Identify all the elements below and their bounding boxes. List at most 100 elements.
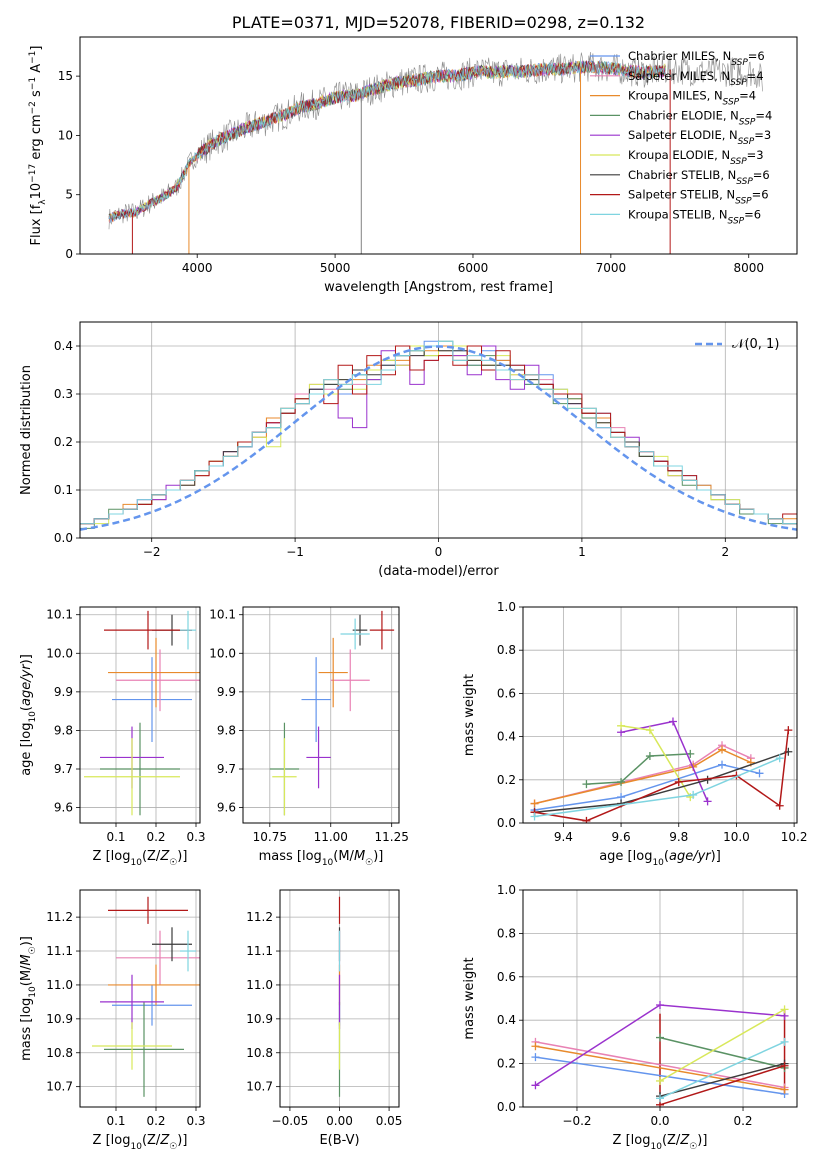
- weight-marker: [617, 777, 626, 786]
- x-tick-label: 10.2: [781, 830, 808, 844]
- x-tick-label: 9.8: [669, 830, 688, 844]
- normal-curve: [80, 345, 797, 531]
- weight-marker: [531, 1042, 540, 1051]
- errorbar-point: [152, 927, 192, 962]
- x-tick-label: 0.1: [106, 1114, 125, 1128]
- y-tick-label: 11.2: [46, 910, 73, 924]
- weight-marker: [656, 1094, 664, 1103]
- weight-series-line: [534, 730, 790, 822]
- y-tick-label: 10: [58, 128, 73, 142]
- errorbar-point: [116, 649, 200, 712]
- weight-series-line: [535, 1041, 785, 1089]
- weight-series-line: [659, 1008, 785, 1082]
- y-tick-label: 9.6: [54, 801, 73, 815]
- weight-marker: [674, 777, 683, 786]
- legend-entry: Salpeter ELODIE, NSSP=3: [628, 128, 771, 147]
- weight-marker: [582, 816, 591, 823]
- x-axis-label: Z [log10(Z/Z☉)]: [93, 849, 188, 868]
- x-tick-label: −2: [143, 545, 161, 559]
- errorbar-point: [108, 964, 200, 1006]
- y-tick-label: 0.2: [54, 435, 73, 449]
- x-tick-label: 4000: [182, 261, 213, 275]
- weight-marker: [689, 790, 698, 799]
- x-axis-label: E(B-V): [319, 1133, 359, 1148]
- x-axis-label: Z [log10(Z/Z☉)]: [93, 1133, 188, 1152]
- x-axis-label: wavelength [Angstrom, rest frame]: [324, 280, 553, 295]
- y-tick-label: 10.9: [46, 1012, 73, 1026]
- errorbar-point: [369, 610, 395, 650]
- errorbar-point: [306, 726, 331, 789]
- x-axis-label: Z [log10(Z/Z☉)]: [613, 1133, 708, 1152]
- legend-entry: Kroupa ELODIE, NSSP=3: [628, 148, 764, 167]
- errorbar-point: [104, 1001, 184, 1097]
- legend-entry: Chabrier MILES, NSSP=6: [628, 49, 765, 68]
- model-spectrum-line: [108, 60, 666, 223]
- x-tick-label: 10.0: [723, 830, 750, 844]
- histogram-series: [80, 345, 797, 525]
- y-tick-label: 9.9: [54, 685, 73, 699]
- weight-marker: [780, 1037, 789, 1046]
- y-tick-label: 9.8: [54, 723, 73, 737]
- y-axis-label: age [log10(age/yr)]: [19, 654, 38, 776]
- mass_vs_age-frame: [242, 606, 400, 824]
- spectrum-frame: [79, 36, 798, 255]
- y-tick-label: 0.2: [497, 773, 516, 787]
- x-tick-label: 5000: [320, 261, 351, 275]
- weight-marker: [703, 797, 712, 806]
- y-tick-label: 0.4: [54, 339, 73, 353]
- y-tick-label: 9.7: [217, 762, 236, 776]
- residual_hist-frame: [79, 321, 798, 539]
- weight-series-line: [659, 1065, 785, 1106]
- weight-marker: [531, 1081, 540, 1090]
- y-axis-label: Normed distribution: [19, 365, 34, 495]
- x-tick-label: 11.25: [375, 830, 409, 844]
- age_vs_weight-plot-area: [530, 717, 793, 823]
- weight-marker: [718, 745, 727, 754]
- weight-marker: [656, 1076, 664, 1085]
- y-tick-label: 0.6: [497, 970, 516, 984]
- weight-series-line: [586, 753, 691, 785]
- weight-series-line: [620, 720, 709, 802]
- y-tick-label: 0.0: [497, 816, 516, 830]
- y-tick-label: 9.7: [54, 762, 73, 776]
- legend-entry: 𝒩(0, 1): [732, 337, 779, 352]
- y-tick-label: 0.4: [497, 1013, 516, 1027]
- x-tick-label: 11.00: [314, 830, 348, 844]
- y-tick-label: 10.7: [246, 1080, 273, 1094]
- weight-marker: [784, 726, 793, 735]
- mass_vs_age-plot-area: [269, 610, 395, 816]
- y-tick-label: 9.6: [217, 801, 236, 815]
- y-tick-label: 1.0: [497, 600, 516, 614]
- errorbar-point: [100, 974, 164, 1030]
- errorbar-point: [180, 930, 196, 972]
- errorbar-point: [272, 738, 297, 816]
- legend-entry: Kroupa STELIB, NSSP=6: [628, 207, 761, 226]
- y-tick-label: 0.4: [497, 730, 516, 744]
- x-tick-label: 2: [721, 545, 729, 559]
- x-tick-label: 7000: [596, 261, 627, 275]
- y-tick-label: 0: [65, 247, 73, 261]
- x-tick-label: 0.3: [186, 1114, 205, 1128]
- y-tick-label: 0.1: [54, 483, 73, 497]
- z_vs_mass-axes: 0.1 0.2 0.3 10.7 10.8 10.9 11.0 11.1 11.2 Z [log1…: [19, 889, 206, 1152]
- legend-entry: Salpeter STELIB, NSSP=6: [628, 188, 769, 207]
- x-tick-label: 9.4: [554, 830, 573, 844]
- age_vs_weight-frame: [522, 606, 798, 824]
- x-axis-label: age [log10(age/yr)]: [599, 849, 721, 868]
- chart-title: PLATE=0371, MJD=52078, FIBERID=0298, z=0…: [232, 13, 645, 32]
- residual_hist-plot-area: [80, 340, 797, 531]
- y-tick-label: 0.2: [497, 1057, 516, 1071]
- errorbar-point: [100, 722, 180, 816]
- z_vs_weight-frame: [522, 889, 798, 1108]
- y-tick-label: 10.7: [46, 1080, 73, 1094]
- y-tick-label: 10.8: [246, 1046, 273, 1060]
- weight-marker: [617, 721, 626, 730]
- x-tick-label: 0.2: [146, 830, 165, 844]
- y-tick-label: 9.8: [217, 723, 236, 737]
- y-tick-label: 0.0: [54, 531, 73, 545]
- errorbar-point: [84, 738, 180, 816]
- x-axis-label: (data-model)/error: [378, 564, 499, 579]
- data-spectrum-line: [108, 51, 763, 230]
